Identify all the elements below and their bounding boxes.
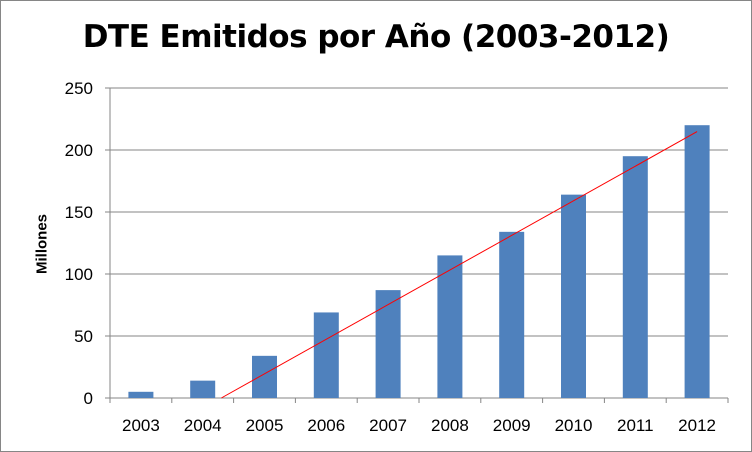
bar [622,156,648,398]
bar [561,194,586,398]
bar [684,125,710,398]
x-tick-label: 2003 [122,416,160,435]
y-tick-label: 100 [65,265,93,284]
bar [375,290,401,398]
x-tick-label: 2004 [184,416,222,435]
y-tick-label: 250 [65,79,93,98]
bar [128,391,154,398]
trendline [221,131,698,399]
x-tick-label: 2006 [307,416,345,435]
x-tick-label: 2011 [617,416,654,435]
y-tick-label: 0 [84,389,93,408]
x-tick-label: 2012 [678,416,716,435]
bar [499,231,525,398]
bar [190,380,216,398]
y-tick-label: 50 [74,327,93,346]
chart-title: DTE Emitidos por Año (2003-2012) [82,19,670,55]
x-tick-label: 2008 [431,416,469,435]
x-tick-label: 2010 [555,416,593,435]
y-tick-label: 200 [65,141,93,160]
x-tick-label: 2005 [246,416,284,435]
bar [252,355,277,398]
x-tick-label: 2007 [369,416,407,435]
bar [437,255,463,398]
x-tick-label: 2009 [493,416,531,435]
y-tick-label: 150 [65,203,93,222]
bar [313,312,339,398]
